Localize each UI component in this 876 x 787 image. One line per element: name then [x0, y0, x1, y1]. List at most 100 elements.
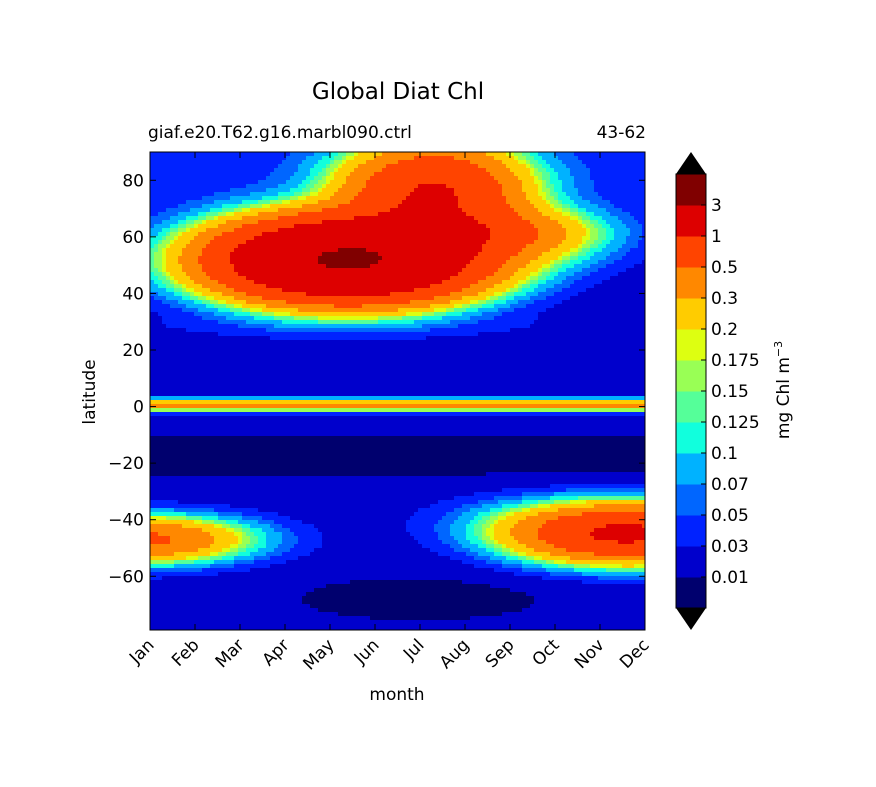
heat-cell — [598, 172, 603, 177]
heat-cell — [482, 288, 487, 293]
heat-cell — [410, 268, 415, 273]
heat-cell — [222, 236, 227, 241]
heat-cell — [290, 176, 295, 181]
heat-cell — [282, 296, 287, 301]
heat-cell — [566, 188, 571, 193]
heat-cell — [154, 224, 159, 229]
heat-cell — [302, 296, 307, 301]
heat-cell — [154, 208, 159, 213]
heat-cell — [602, 228, 607, 233]
heat-cell — [510, 272, 515, 277]
heat-cell — [182, 196, 187, 201]
heat-cell — [474, 304, 479, 309]
heat-cell — [534, 156, 539, 161]
heat-cell — [170, 308, 175, 313]
heat-cell — [418, 280, 423, 285]
heat-cell — [614, 240, 619, 245]
heat-cell — [438, 240, 443, 245]
heat-cell — [278, 256, 283, 261]
heat-cell — [218, 312, 223, 317]
heat-cell — [230, 168, 235, 173]
heat-cell — [638, 216, 643, 221]
heat-cell — [194, 240, 199, 245]
heat-cell — [490, 244, 495, 249]
heat-cell — [482, 196, 487, 201]
heat-cell — [366, 220, 371, 225]
heat-cell — [342, 296, 347, 301]
heat-cell — [502, 248, 507, 253]
heat-cell — [250, 268, 255, 273]
heat-cell — [246, 184, 251, 189]
heat-cell — [234, 236, 239, 241]
heat-cell — [330, 192, 335, 197]
heat-cell — [178, 296, 183, 301]
heat-cell — [642, 248, 645, 253]
heat-cell — [494, 156, 499, 161]
heat-cell — [530, 152, 535, 157]
heat-cell — [642, 236, 645, 241]
heat-cell — [610, 160, 615, 165]
heat-cell — [570, 208, 575, 213]
heat-cell — [606, 224, 611, 229]
heat-cell — [574, 272, 579, 277]
heat-cell — [442, 300, 447, 305]
heat-cell — [278, 244, 283, 249]
heat-cell — [170, 288, 175, 293]
heat-cell — [174, 160, 179, 165]
heat-cell — [542, 188, 547, 193]
heat-cell — [558, 192, 563, 197]
heat-cell — [482, 168, 487, 173]
heat-cell — [614, 192, 619, 197]
heat-cell — [238, 232, 243, 237]
heat-cell — [566, 256, 571, 261]
heat-cell — [550, 256, 555, 261]
heat-cell — [266, 152, 271, 157]
heat-cell — [434, 224, 439, 229]
heat-cell — [170, 192, 175, 197]
heat-cell — [490, 212, 495, 217]
heat-cell — [406, 272, 411, 277]
heat-cell — [602, 156, 607, 161]
heat-cell — [546, 268, 551, 273]
heat-cell — [214, 252, 219, 257]
heat-cell — [386, 296, 391, 301]
heat-cell — [454, 196, 459, 201]
heat-cell — [406, 156, 411, 161]
heat-cell — [318, 164, 323, 169]
heat-cell — [290, 208, 295, 213]
heat-cell — [206, 224, 211, 229]
heat-cell — [186, 308, 191, 313]
heat-cell — [406, 244, 411, 249]
heat-cell — [210, 300, 215, 305]
heat-cell — [402, 208, 407, 213]
heat-cell — [322, 308, 327, 313]
heat-cell — [382, 284, 387, 289]
heat-cell — [558, 208, 563, 213]
heat-cell — [222, 204, 227, 209]
heat-cell — [178, 288, 183, 293]
heat-cell — [574, 268, 579, 273]
heat-cell — [306, 200, 311, 205]
heat-cell — [194, 196, 199, 201]
heat-cell — [206, 312, 211, 317]
heat-cell — [438, 160, 443, 165]
heat-cell — [522, 276, 527, 281]
heat-cell — [562, 180, 567, 185]
heat-cell — [510, 252, 515, 257]
heat-cell — [498, 264, 503, 269]
heat-cell — [566, 244, 571, 249]
heat-cell — [302, 156, 307, 161]
heat-cell — [474, 156, 479, 161]
heat-cell — [302, 232, 307, 237]
heat-cell — [294, 256, 299, 261]
heat-cell — [342, 208, 347, 213]
heat-cell — [570, 256, 575, 261]
heat-cell — [186, 248, 191, 253]
heat-cell — [346, 228, 351, 233]
heat-cell — [230, 176, 235, 181]
heat-cell — [454, 276, 459, 281]
heat-cell — [546, 296, 551, 301]
heat-cell — [238, 264, 243, 269]
heat-cell — [202, 296, 207, 301]
heat-cell — [290, 276, 295, 281]
